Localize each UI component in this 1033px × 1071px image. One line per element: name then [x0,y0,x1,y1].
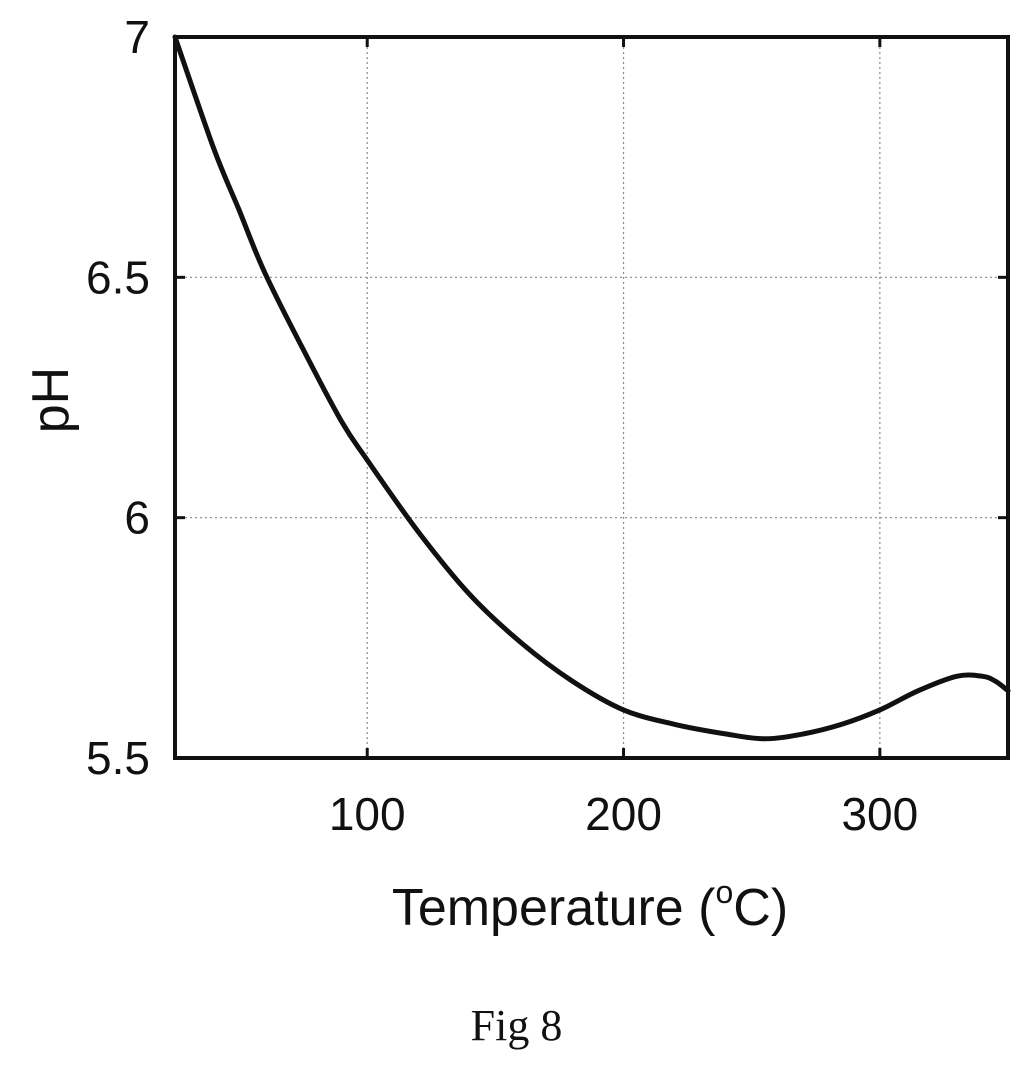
plot-frame [173,35,1010,760]
y-axis-label: pH [22,367,80,433]
figure-caption: Fig 8 [470,1001,563,1050]
x-tick-labels: 100 200 300 [329,788,918,840]
x-tick-label-2: 300 [841,788,918,840]
x-tick-label-1: 200 [585,788,662,840]
ph-temperature-chart: 5.5 6 6.5 7 100 200 300 Temperature (oC) pH [22,11,1011,937]
grid-lines [175,37,1008,758]
x-axis-label: Temperature (oC) [392,874,788,937]
y-tick-label-3: 7 [124,11,150,63]
x-tick-label-0: 100 [329,788,406,840]
y-tick-label-2: 6.5 [86,251,150,303]
y-tick-labels: 5.5 6 6.5 7 [86,11,150,784]
tick-marks [175,35,1008,760]
y-tick-label-0: 5.5 [86,732,150,784]
series-line-ph [172,34,1011,742]
y-tick-label-1: 6 [124,492,150,544]
